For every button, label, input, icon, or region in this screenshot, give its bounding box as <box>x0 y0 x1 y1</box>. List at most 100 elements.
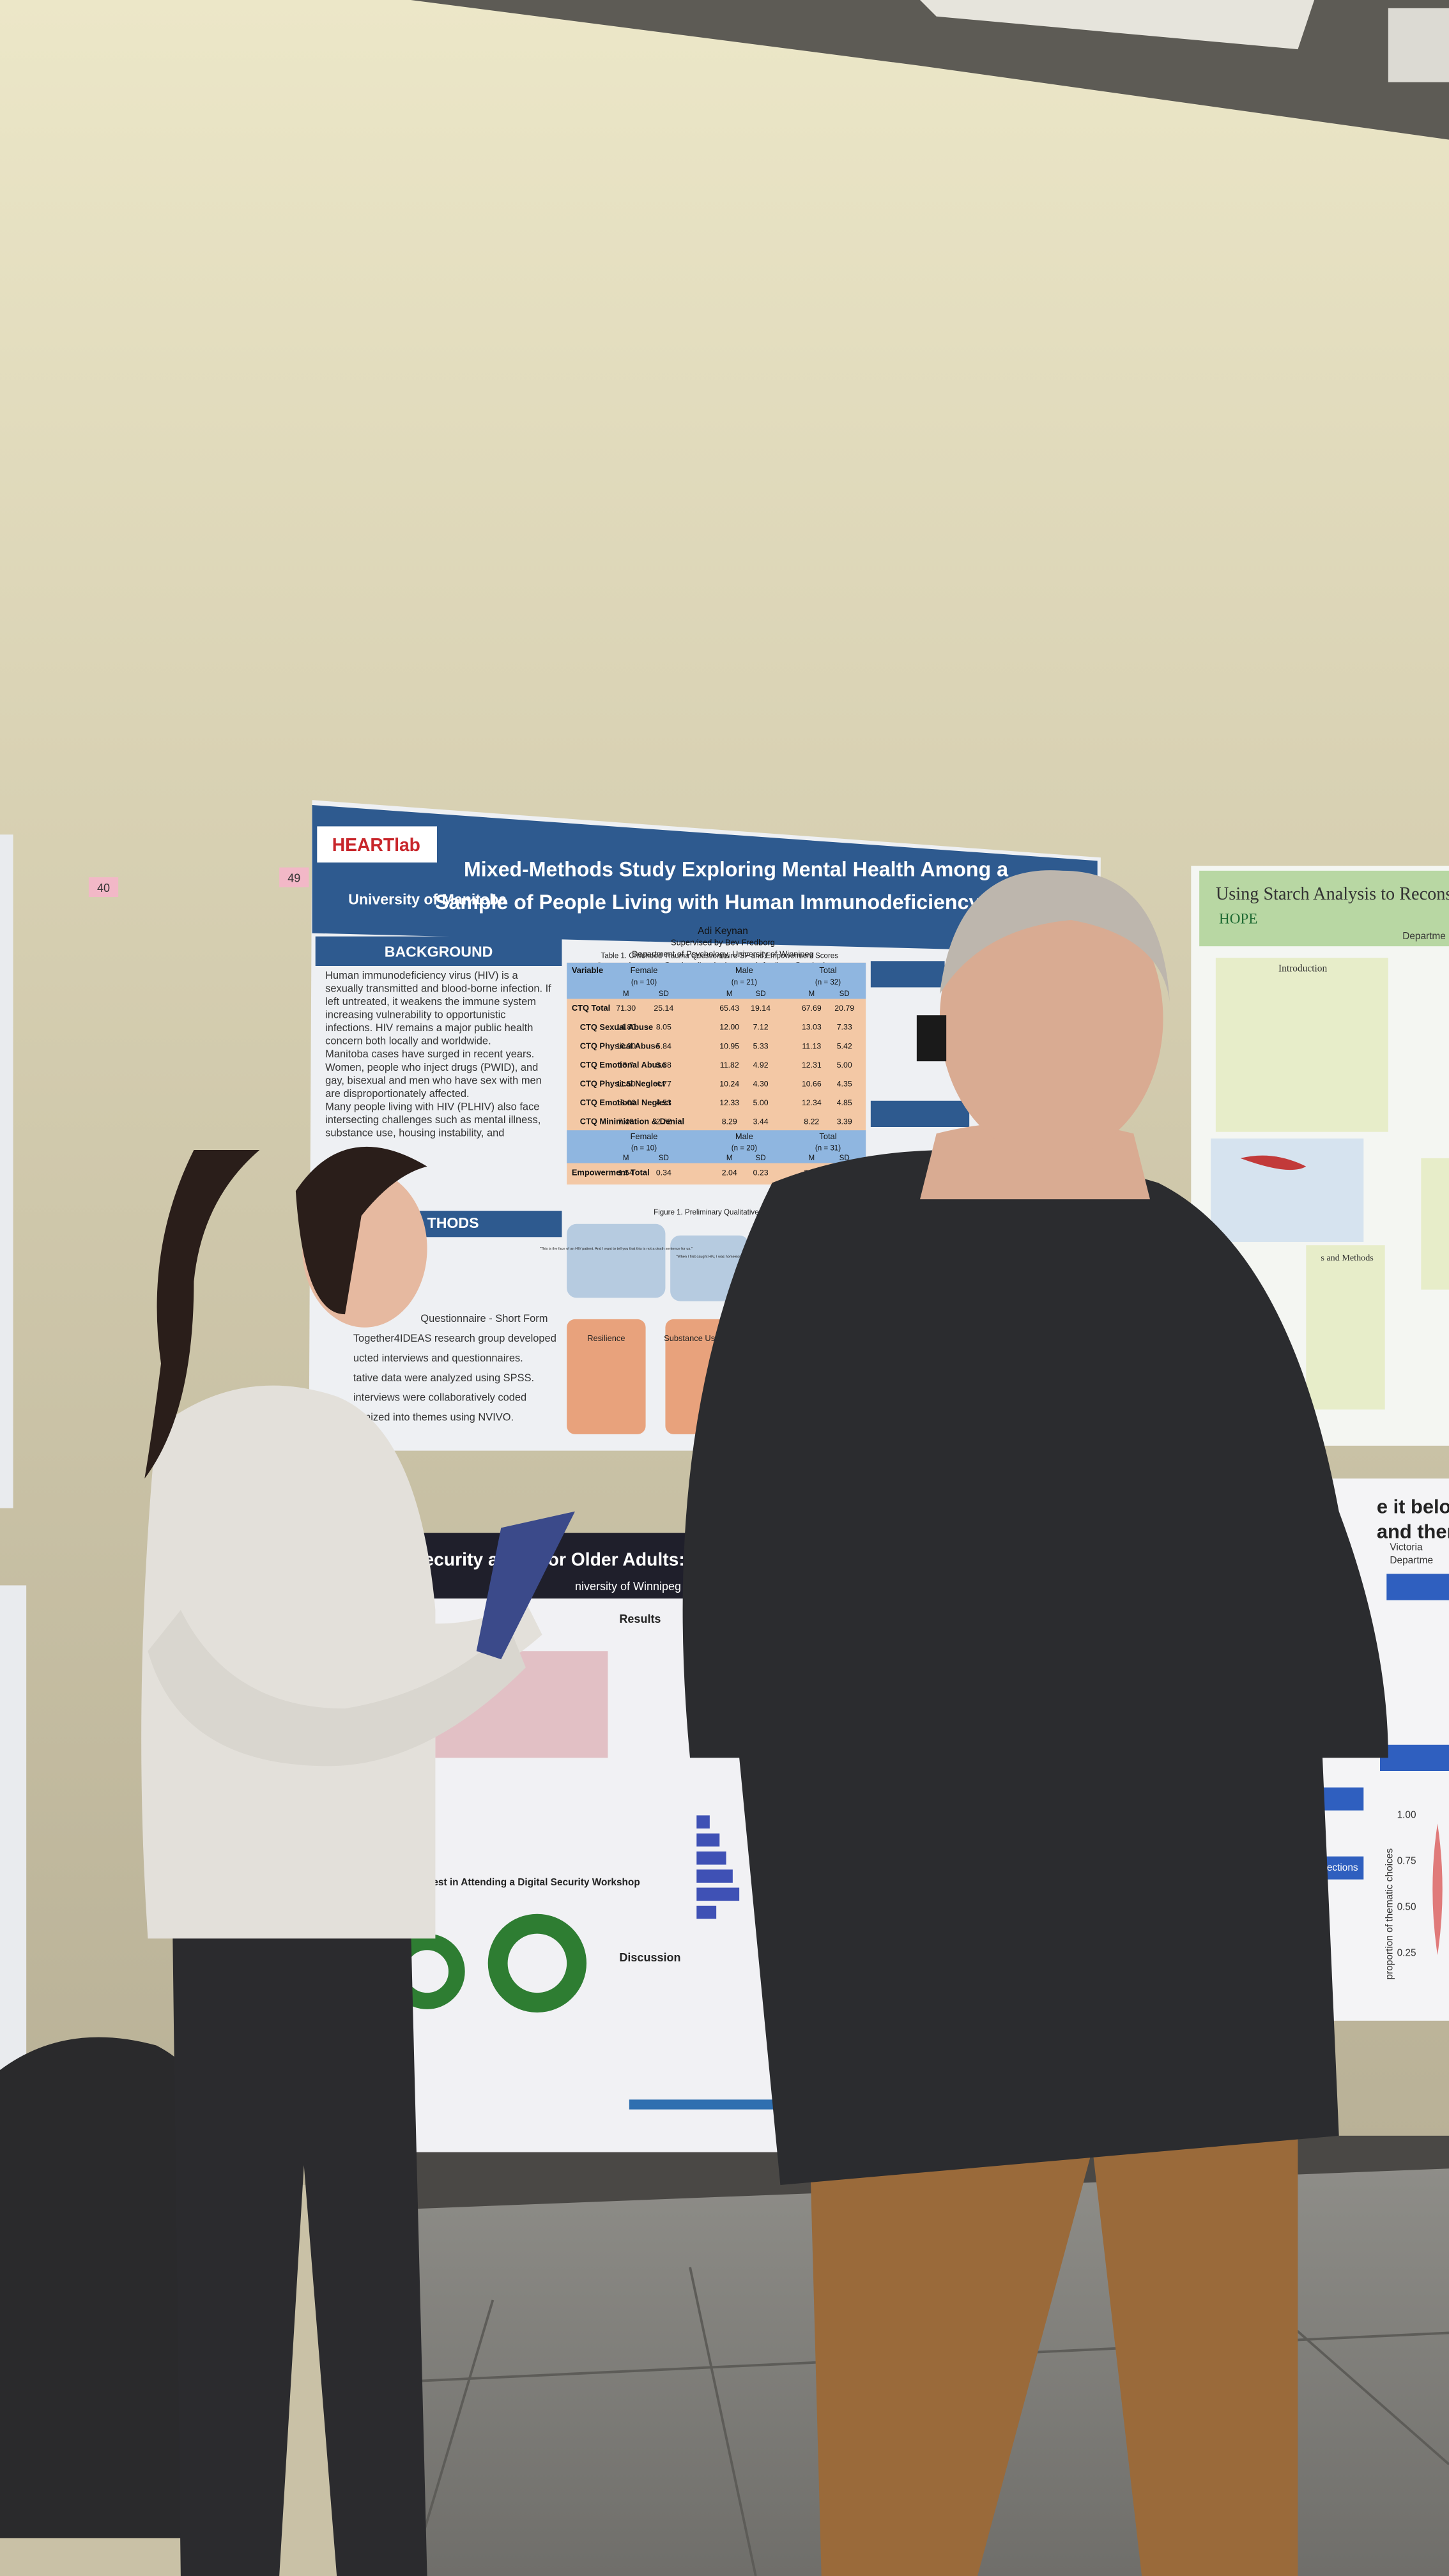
bar-chart <box>696 1815 740 1919</box>
table-cell: 14.80 <box>616 1023 636 1032</box>
text-line: infections. HIV remains a major public h… <box>325 1022 533 1034</box>
section-heading: s and Methods <box>1321 1253 1373 1263</box>
table-header: (n = 31) <box>815 1144 841 1152</box>
text-line: Women, people who inject drugs (PWID), a… <box>325 1062 538 1073</box>
table-header: Male <box>735 965 753 975</box>
methods-text: Questionnaire - Short Form Together4IDEAS… <box>353 1313 556 1423</box>
table-cell: 4.85 <box>837 1098 852 1107</box>
table-header: (n = 10) <box>631 979 657 986</box>
axis-ticks: 1.00 0.75 0.50 0.25 <box>1397 1810 1416 1959</box>
table-stat: SD <box>756 990 766 998</box>
supervisor: Supervised by Bev Fredborg <box>671 937 775 947</box>
man <box>682 870 1388 2576</box>
university-logo: University of Manitoba <box>348 891 507 907</box>
table-header: (n = 32) <box>815 979 841 986</box>
table-header: Male <box>735 1131 753 1141</box>
text-line: Questionnaire - Short Form <box>420 1313 548 1324</box>
logo-box <box>317 826 437 862</box>
table-cell: 19.14 <box>751 1004 770 1013</box>
text-panel <box>1215 958 1388 1132</box>
tag-label: 49 <box>288 871 300 884</box>
figure-caption: Figure 1. Preliminary Qualitative Result… <box>654 1209 785 1216</box>
quote-bubble <box>567 1223 666 1298</box>
poster-header <box>312 805 1098 953</box>
table-cell: 4.77 <box>656 1079 671 1088</box>
chart-title: Interest in Attending a Digital Security… <box>411 1877 640 1888</box>
table-cell: CTQ Emotional Abuse <box>580 1060 666 1070</box>
text-panel <box>1421 1158 1449 1290</box>
text-line: interviews were collaboratively coded <box>353 1392 526 1404</box>
section-heading: BACKGROUND <box>385 944 493 960</box>
table-cell: 65.43 <box>719 1004 739 1013</box>
table-cell: 0.23 <box>753 1168 769 1177</box>
table-cell: 3.39 <box>837 1117 852 1126</box>
table-cell: 5.33 <box>753 1041 769 1050</box>
text-line: concern both locally and worldwide. <box>325 1036 491 1047</box>
table-cell: 8.29 <box>722 1117 737 1126</box>
table-cell: 10.24 <box>719 1079 739 1088</box>
tick-label: 0.50 <box>1397 1902 1416 1913</box>
table-cell: CTQ Physical Abuse <box>580 1041 660 1050</box>
poster-edge <box>0 834 13 1508</box>
table-cell: 4.30 <box>753 1079 769 1088</box>
table-cell: CTQ Physical Neglect <box>580 1079 665 1089</box>
table-header: (n = 10) <box>631 1144 657 1152</box>
notebook <box>476 1511 575 1660</box>
tick-label: 0.25 <box>1397 1948 1416 1959</box>
table-cell: 25.14 <box>654 1004 673 1013</box>
table-cell: 13.7 <box>618 1061 634 1070</box>
table-cell: 4.35 <box>837 1079 852 1088</box>
table-header: Total <box>819 1131 836 1141</box>
text-line: Manitoba cases have surged in recent yea… <box>325 1048 534 1060</box>
table-cell: 12.33 <box>719 1098 739 1107</box>
theme-box <box>567 1319 646 1434</box>
section-heading: Results <box>619 1613 661 1625</box>
jeans <box>172 1922 427 2576</box>
table-caption: Table 1. Childhood Trauma Questionnaire-… <box>601 953 839 960</box>
table-stat: SD <box>659 990 669 998</box>
table-cell: 11.82 <box>720 1061 739 1070</box>
table-cell: 5.38 <box>656 1061 671 1070</box>
table-cell: 11.13 <box>802 1041 821 1050</box>
map <box>1211 1138 1364 1242</box>
table-cell: 2.04 <box>722 1168 737 1177</box>
ceiling-light <box>920 0 1315 50</box>
jacket <box>682 1150 1388 2185</box>
section-bar <box>1380 1744 1449 1771</box>
tick-label: 1.00 <box>1397 1810 1416 1821</box>
text-line: Human immunodeficiency virus (HIV) is a <box>325 970 518 981</box>
text-line: ganized into themes using NVIVO. <box>353 1411 514 1423</box>
table-cell: 11.50 <box>617 1079 636 1088</box>
text-line: intersecting challenges such as mental i… <box>325 1114 540 1126</box>
table-cell: CTQ Total <box>572 1003 610 1013</box>
progress-bar <box>629 2099 786 2110</box>
table-header-bg <box>567 1130 866 1163</box>
table-cell: 2.72 <box>656 1117 671 1126</box>
poster-edge <box>0 1585 27 2144</box>
tag <box>88 877 119 897</box>
table-stat: SD <box>839 990 850 998</box>
section-heading: THODS <box>427 1215 479 1231</box>
table-header: (n = 20) <box>732 1144 757 1152</box>
table-header: Female <box>631 1131 658 1141</box>
table: Variable Female (n = 10) Female (n = 10) Male… <box>572 965 854 1177</box>
table-cell: 13.03 <box>802 1023 822 1032</box>
lab-logo: HEARTlab <box>332 834 420 855</box>
table-cell: 12.31 <box>802 1061 822 1070</box>
section-heading: Introduction <box>1278 963 1327 974</box>
section-heading: Discussion <box>619 1951 680 1964</box>
table-cell: 10.66 <box>802 1079 822 1088</box>
table-stat: SD <box>756 1154 766 1162</box>
table-cell: 12.00 <box>719 1023 739 1032</box>
text-line: tative data were analyzed using SPSS. <box>353 1372 534 1384</box>
table-stat: M <box>726 990 733 998</box>
table-stat: M <box>623 1154 629 1162</box>
table-cell: 0.34 <box>656 1168 671 1177</box>
text-line: increasing vulnerability to opportunisti… <box>325 1009 505 1020</box>
coat <box>0 2037 231 2538</box>
donut-chart <box>487 1913 586 2013</box>
table-cell: 67.69 <box>802 1004 822 1013</box>
hair <box>939 870 1170 1002</box>
section-bar <box>870 961 945 988</box>
table-header: Total <box>819 965 836 975</box>
